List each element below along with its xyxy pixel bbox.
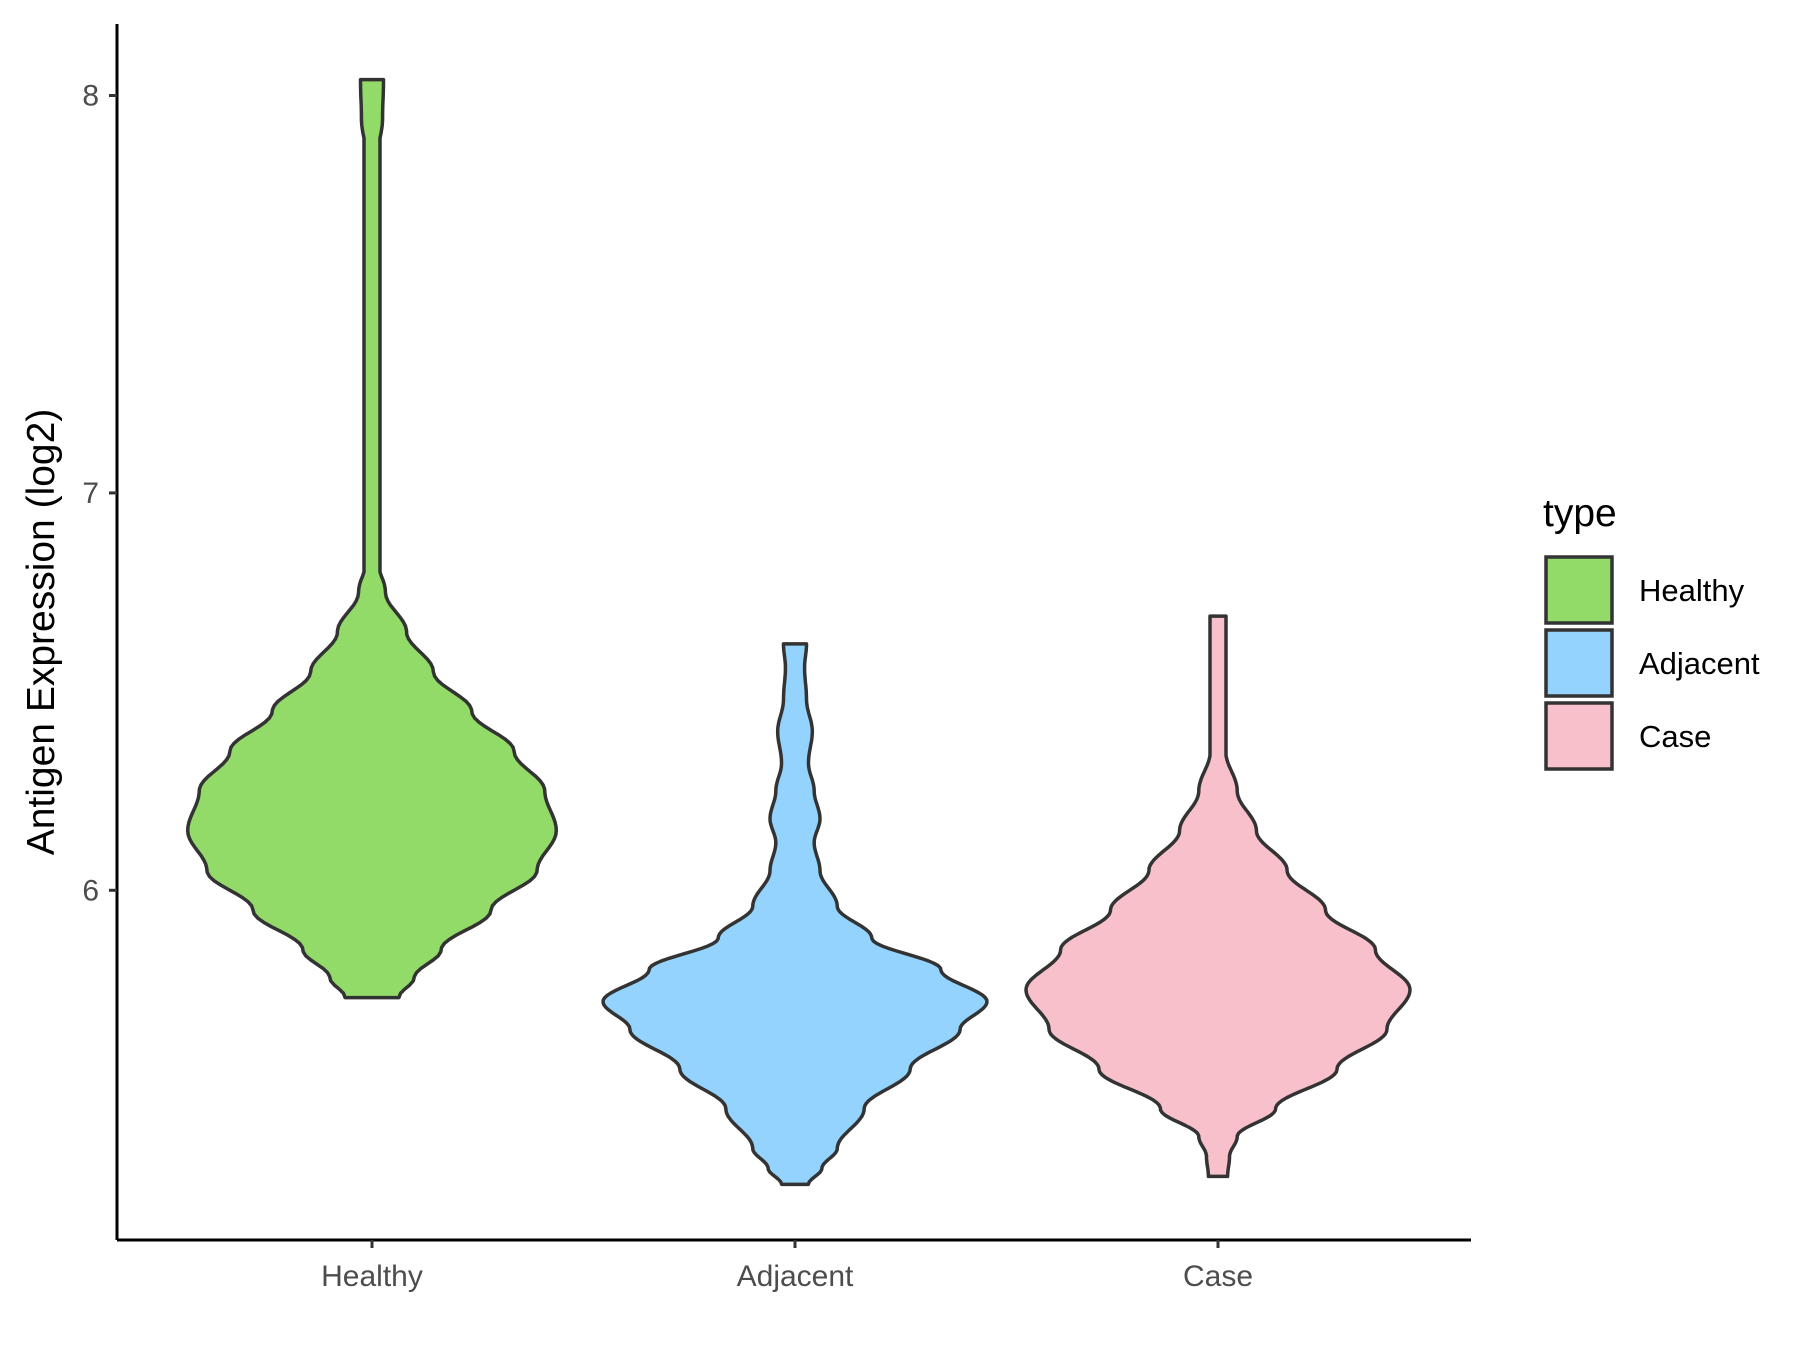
legend: type Healthy Adjacent Case <box>1543 492 1760 771</box>
violin-healthy <box>185 77 559 1000</box>
legend-label-case: Case <box>1639 719 1711 754</box>
legend-swatch-adjacent <box>1544 628 1614 698</box>
y-tick-label: 6 <box>82 874 99 907</box>
x-tick-label: Adjacent <box>737 1260 854 1293</box>
x-tick-label: Healthy <box>321 1260 423 1293</box>
legend-title: type <box>1543 492 1617 535</box>
legend-label-adjacent: Adjacent <box>1639 646 1760 681</box>
plot-area <box>185 77 1412 1187</box>
violin-adjacent <box>601 642 989 1187</box>
x-tick-label: Case <box>1183 1260 1253 1293</box>
y-tick-label: 7 <box>82 477 99 510</box>
y-ticks: 6 7 8 <box>82 80 117 907</box>
legend-label-healthy: Healthy <box>1639 573 1745 608</box>
legend-items: Healthy Adjacent Case <box>1544 555 1760 771</box>
x-ticks: Healthy Adjacent Case <box>321 1240 1253 1293</box>
violin-case <box>1024 614 1412 1179</box>
legend-swatch-healthy <box>1544 555 1614 625</box>
legend-swatch-case <box>1544 701 1614 771</box>
y-tick-label: 8 <box>82 80 99 113</box>
y-axis-title: Antigen Expression (log2) <box>20 409 63 856</box>
